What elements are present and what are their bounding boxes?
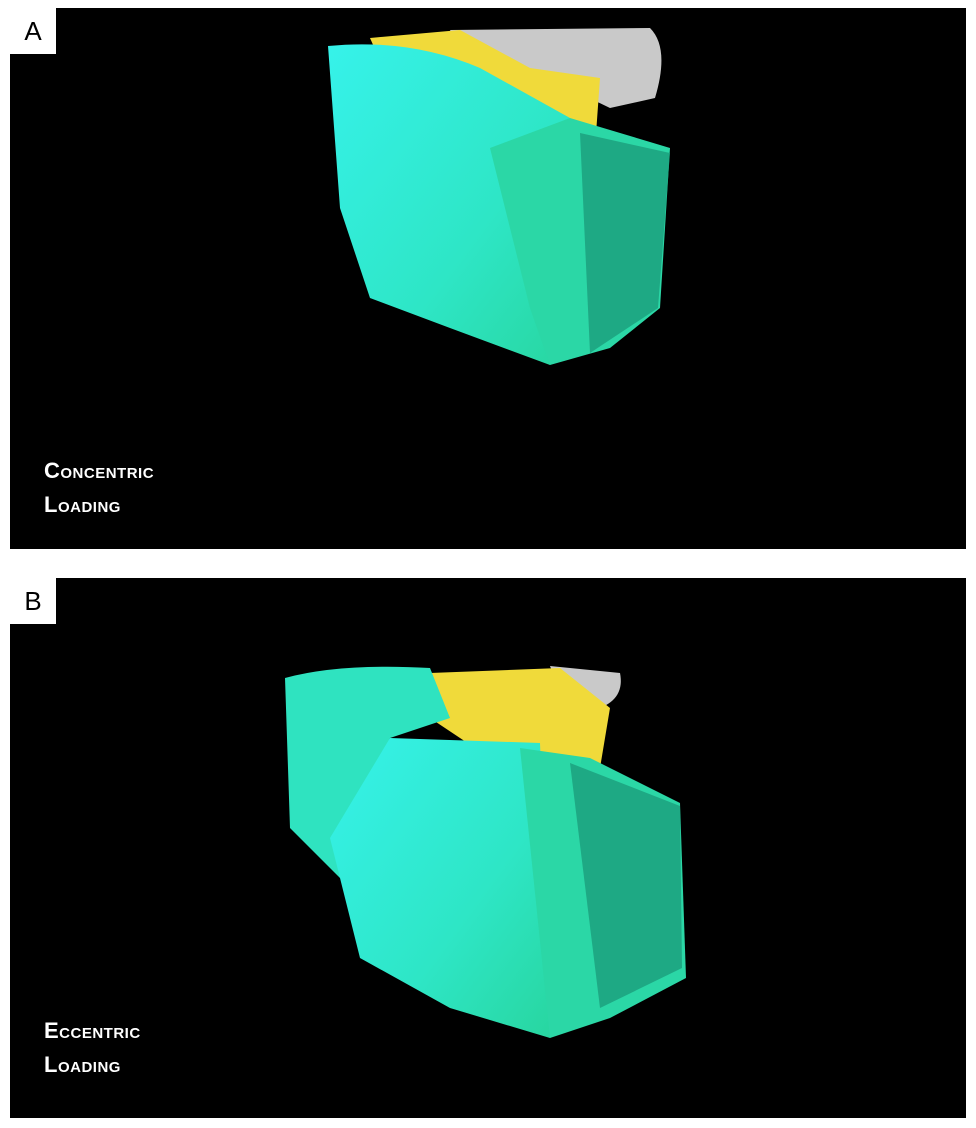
- caption-b: Eccentric Loading: [44, 1014, 141, 1082]
- crown: [450, 28, 662, 108]
- caption-a-line2: Loading: [44, 492, 121, 517]
- trabecular: [570, 763, 682, 1008]
- caption-a-line1: Concentric: [44, 458, 155, 483]
- panel-a: A Concentric Loading: [10, 8, 966, 549]
- caption-a: Concentric Loading: [44, 454, 154, 522]
- caption-b-line2: Loading: [44, 1052, 121, 1077]
- caption-b-line1: Eccentric: [44, 1018, 141, 1043]
- render-concentric-loading: [328, 28, 670, 365]
- render-eccentric-loading: [285, 666, 686, 1038]
- panel-label-a: A: [10, 8, 56, 54]
- panel-b: B Eccentric Loading: [10, 578, 966, 1118]
- trabecular: [580, 133, 670, 353]
- bone-left-block: [285, 666, 450, 878]
- bone-cortical: [328, 44, 570, 365]
- panel-label-b: B: [10, 578, 56, 624]
- bone-cortical: [330, 738, 550, 1038]
